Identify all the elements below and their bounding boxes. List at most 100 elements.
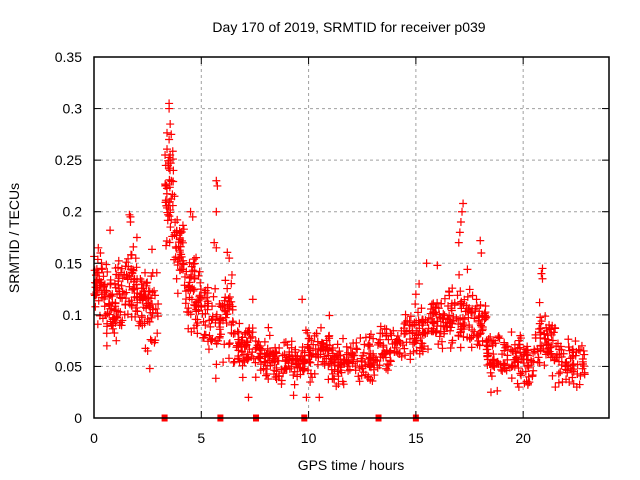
data-point (323, 347, 332, 356)
data-point (354, 372, 363, 381)
data-point (211, 284, 220, 293)
data-point (230, 329, 239, 338)
data-point (524, 379, 533, 388)
data-point (521, 348, 530, 357)
data-point (534, 353, 543, 362)
data-point (433, 261, 442, 270)
data-point (360, 358, 369, 367)
x-tick-label: 10 (301, 430, 317, 446)
data-point (166, 223, 175, 232)
data-point (114, 307, 123, 316)
data-point (143, 346, 152, 355)
data-point (199, 317, 208, 326)
data-point (311, 345, 320, 354)
data-point (408, 340, 417, 349)
data-point (212, 310, 221, 319)
data-point (168, 155, 177, 164)
data-point (123, 310, 132, 319)
data-point (514, 336, 523, 345)
data-point (535, 298, 544, 307)
data-point (96, 248, 105, 257)
data-point (483, 338, 492, 347)
data-point (440, 294, 449, 303)
data-point (411, 300, 420, 309)
data-point (184, 324, 193, 333)
data-point (189, 260, 198, 269)
data-point (177, 265, 186, 274)
data-point (245, 328, 254, 337)
data-point (111, 298, 120, 307)
data-point (365, 342, 374, 351)
data-point (162, 236, 171, 245)
data-point (456, 327, 465, 336)
data-point (304, 334, 313, 343)
data-point (468, 291, 477, 300)
data-point (251, 358, 260, 367)
data-point (137, 311, 146, 320)
data-point (240, 342, 249, 351)
x-tick-label: 20 (515, 430, 531, 446)
data-point (474, 330, 483, 339)
data-point (545, 325, 554, 334)
y-tick-label: 0.25 (55, 152, 82, 168)
data-point (193, 319, 202, 328)
data-point (165, 135, 174, 144)
data-point (225, 339, 234, 348)
chart-title: Day 170 of 2019, SRMTID for receiver p03… (212, 19, 485, 35)
data-point (435, 332, 444, 341)
data-point (285, 351, 294, 360)
data-point (97, 264, 106, 273)
data-point (122, 288, 131, 297)
y-tick-label: 0 (74, 410, 82, 426)
data-point (221, 313, 230, 322)
data-point (94, 296, 103, 305)
data-point (98, 265, 107, 274)
data-point (368, 376, 377, 385)
data-point (448, 338, 457, 347)
data-point (234, 355, 243, 364)
data-point (208, 312, 217, 321)
data-point (204, 345, 213, 354)
data-point (199, 333, 208, 342)
data-point (166, 120, 175, 129)
data-point (266, 361, 275, 370)
data-point (210, 238, 219, 247)
plot-frame (93, 56, 610, 419)
y-tick-label: 0.2 (63, 204, 83, 220)
data-point (352, 344, 361, 353)
data-point (107, 321, 116, 330)
data-point (306, 378, 315, 387)
data-point (487, 372, 496, 381)
data-point (247, 352, 256, 361)
data-point (568, 366, 577, 375)
data-point (480, 309, 489, 318)
data-point (133, 298, 142, 307)
data-point (179, 225, 188, 234)
data-point (467, 309, 476, 318)
data-point (435, 310, 444, 319)
data-point (507, 374, 516, 383)
data-point (578, 357, 587, 366)
data-point (495, 334, 504, 343)
data-point (317, 338, 326, 347)
data-point (344, 348, 353, 357)
data-point (386, 356, 395, 365)
data-point (536, 346, 545, 355)
data-point (461, 307, 470, 316)
data-point (466, 308, 475, 317)
data-point (463, 265, 472, 274)
data-point (187, 272, 196, 281)
data-point (170, 230, 179, 239)
data-point (172, 231, 181, 240)
data-point (408, 328, 417, 337)
data-point (547, 330, 556, 339)
data-point (518, 367, 527, 376)
data-point (382, 364, 391, 373)
data-point (163, 145, 172, 154)
data-point (254, 352, 263, 361)
data-point (401, 329, 410, 338)
data-point (416, 343, 425, 352)
data-point (576, 371, 585, 380)
data-point (142, 279, 151, 288)
data-point (280, 350, 289, 359)
